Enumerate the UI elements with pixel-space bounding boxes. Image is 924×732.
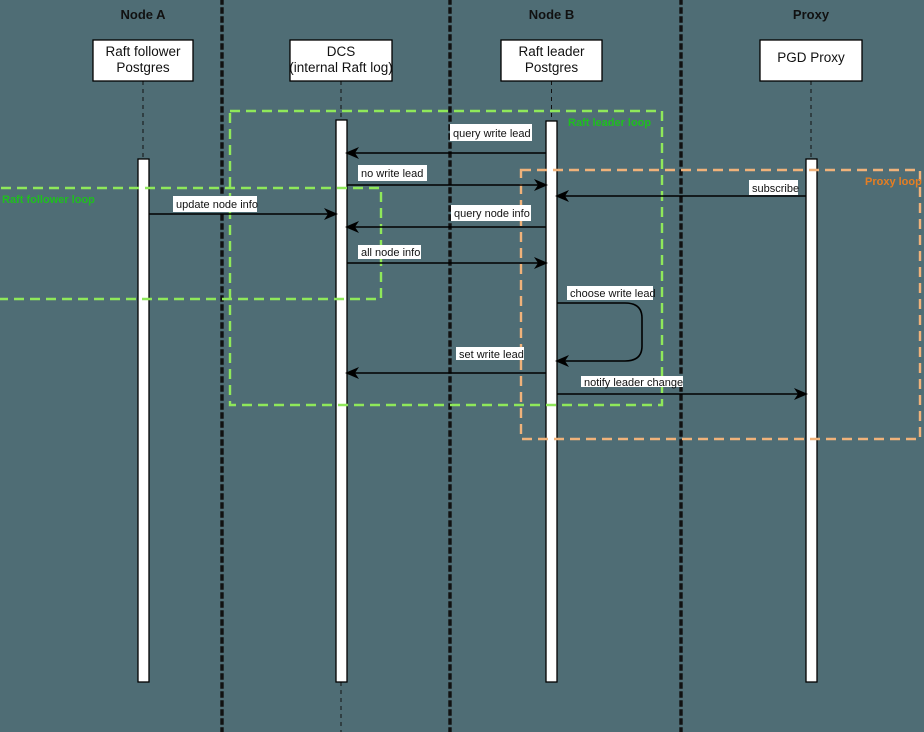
svg-text:Proxy: Proxy <box>793 7 830 22</box>
svg-text:subscribe: subscribe <box>752 183 799 195</box>
svg-text:Proxy loop: Proxy loop <box>865 176 922 188</box>
svg-text:Raft follower: Raft follower <box>105 44 181 59</box>
svg-text:set write lead: set write lead <box>459 349 524 361</box>
svg-text:no write lead: no write lead <box>361 168 423 180</box>
svg-text:choose write lead: choose write lead <box>570 288 656 300</box>
svg-text:(internal Raft log): (internal Raft log) <box>289 60 393 75</box>
svg-text:notify leader change: notify leader change <box>584 377 683 389</box>
svg-text:query node info: query node info <box>454 208 530 220</box>
svg-text:Postgres: Postgres <box>116 60 170 75</box>
svg-text:query write lead: query write lead <box>453 128 531 140</box>
svg-text:Node A: Node A <box>120 7 166 22</box>
svg-text:Postgres: Postgres <box>525 60 579 75</box>
svg-text:update node info: update node info <box>176 199 258 211</box>
svg-text:Raft follower loop: Raft follower loop <box>2 194 95 206</box>
svg-text:Raft leader loop: Raft leader loop <box>568 117 651 129</box>
svg-text:Raft leader: Raft leader <box>518 44 585 59</box>
svg-text:DCS: DCS <box>327 44 356 59</box>
svg-text:all node info: all node info <box>361 247 420 259</box>
svg-text:PGD Proxy: PGD Proxy <box>777 50 845 65</box>
svg-text:Node B: Node B <box>529 7 575 22</box>
